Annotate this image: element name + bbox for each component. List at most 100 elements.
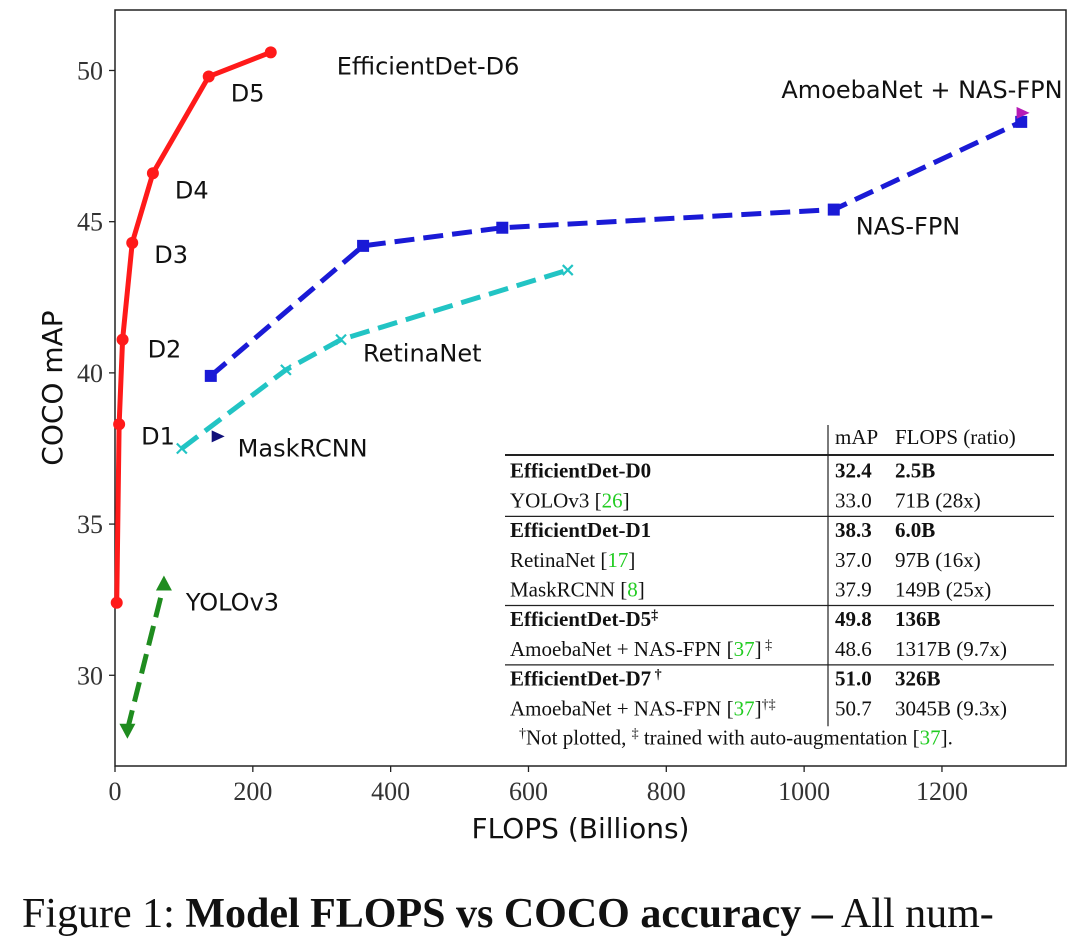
data-point	[126, 236, 139, 249]
caption-suffix: All num-	[832, 891, 994, 937]
table-row-flops: 136B	[895, 607, 941, 631]
table-ref: 37	[734, 696, 755, 720]
table-row-map: 38.3	[835, 518, 872, 542]
marker-maskrcnn	[211, 430, 225, 443]
table-row-map: 49.8	[835, 607, 872, 631]
footnote-text: trained with auto-augmentation [	[639, 725, 920, 749]
footnote-text: ].	[941, 725, 953, 749]
table-model-sup: ‡	[651, 608, 658, 623]
table-ref-close: ]	[755, 696, 762, 720]
y-axis-label: COCO mAP	[36, 310, 69, 465]
x-tick-label: 600	[509, 777, 548, 806]
point-label: D4	[175, 176, 209, 204]
table-row-flops: 2.5B	[895, 459, 935, 483]
footnote-ref: 37	[920, 725, 941, 749]
table-row-model: EfficientDet-D1	[510, 518, 651, 542]
point-label: D5	[231, 80, 265, 108]
table-ref: 8	[627, 578, 638, 602]
table-ref: 17	[607, 548, 628, 572]
y-tick-label: 50	[77, 56, 103, 85]
chart: 0 200 400 600 800 1000 1200 30 35 40 45 50 FLOPS (Bi…	[36, 9, 1067, 845]
table-model-name: EfficientDet-D5	[510, 607, 651, 631]
data-point	[116, 333, 129, 346]
marker-amoebanet-nas-fpn	[1016, 106, 1030, 119]
table-ref-sup: †‡	[762, 697, 776, 712]
table-ref-close: ]	[623, 488, 630, 512]
caption-title: Model FLOPS vs COCO accuracy –	[185, 891, 833, 937]
marker-label-amoebanet: AmoebaNet + NAS-FPN	[781, 76, 1062, 104]
y-tick-label: 30	[77, 661, 103, 690]
table-row-map: 37.0	[835, 548, 872, 572]
table-model-name: YOLOv3 [	[510, 488, 602, 512]
table-row-model: AmoebaNet + NAS-FPN [37] ‡	[510, 637, 772, 661]
results-table: mAP FLOPS (ratio) EfficientDet-D0 32.4 2.5B Y…	[505, 425, 1054, 749]
table-row-model: RetinaNet [17]	[510, 548, 635, 572]
table-model-name: EfficientDet-D1	[510, 518, 651, 542]
table-model-name: AmoebaNet + NAS-FPN [	[510, 696, 734, 720]
table-row-flops: 1317B (9.7x)	[895, 637, 1007, 661]
table-model-name: MaskRCNN [	[510, 578, 627, 602]
x-tick-label: 1000	[778, 777, 830, 806]
table-row-flops: 6.0B	[895, 518, 935, 542]
table-row-flops: 149B (25x)	[895, 578, 991, 602]
data-point	[110, 596, 123, 609]
table-row-flops: 97B (16x)	[895, 548, 981, 572]
series-line-efficientdet	[114, 50, 272, 603]
table-row-model: YOLOv3 [26]	[510, 488, 630, 512]
table-row-model: EfficientDet-D0	[510, 459, 651, 483]
data-point	[827, 203, 840, 216]
table-ref-close: ]	[628, 548, 635, 572]
table-row-map: 37.9	[835, 578, 872, 602]
series-label-yolov3: YOLOv3	[185, 589, 279, 617]
table-row-map: 32.4	[835, 459, 872, 483]
series-line-retinanet	[180, 267, 569, 451]
data-point	[561, 264, 574, 276]
x-tick-label: 0	[109, 777, 122, 806]
table-model-name: AmoebaNet + NAS-FPN [	[510, 637, 734, 661]
table-ref: 26	[602, 488, 623, 512]
point-label: D3	[154, 241, 188, 269]
table-row-model: MaskRCNN [8]	[510, 578, 645, 602]
table-model-sup: †	[651, 667, 662, 682]
table-model-name: EfficientDet-D0	[510, 459, 651, 483]
data-point	[176, 442, 188, 455]
table-row-model: EfficientDet-D7 †	[510, 667, 662, 691]
table-ref-sup: ‡	[762, 637, 773, 652]
data-point	[204, 369, 217, 382]
footnote-dagger: †	[519, 726, 526, 741]
table-row-map: 33.0	[835, 488, 872, 512]
data-point	[357, 239, 370, 252]
footnote-text: Not plotted,	[526, 725, 632, 749]
x-tick-label: 800	[647, 777, 686, 806]
point-label: D1	[141, 422, 175, 450]
series-label-efficientdet: EfficientDet-D6	[337, 52, 520, 80]
x-tick-label: 400	[371, 777, 410, 806]
data-point	[264, 46, 277, 59]
marker-label-maskrcnn: MaskRCNN	[238, 434, 368, 462]
table-ref: 37	[734, 637, 755, 661]
table-ref-close: ]	[755, 637, 762, 661]
table-row-map: 48.6	[835, 637, 872, 661]
data-point	[202, 70, 215, 83]
data-point	[335, 333, 347, 346]
data-point	[146, 167, 159, 180]
data-point	[113, 418, 126, 431]
table-model-name: RetinaNet [	[510, 548, 607, 572]
y-tick-label: 45	[77, 208, 103, 237]
table-row-flops: 326B	[895, 667, 941, 691]
data-point	[155, 575, 172, 591]
table-row-model: EfficientDet-D5‡	[510, 607, 658, 631]
caption-prefix: Figure 1:	[22, 891, 186, 937]
series-line-nas-fpn	[209, 119, 1023, 378]
data-point	[1015, 115, 1028, 128]
data-point	[119, 723, 136, 739]
figure-caption: Figure 1: Model FLOPS vs COCO accuracy –…	[22, 888, 1072, 940]
table-model-name: EfficientDet-D7	[510, 667, 651, 691]
table-footnote: †Not plotted, ‡ trained with auto-augmen…	[519, 725, 953, 749]
table-row-map: 51.0	[835, 667, 872, 691]
point-label: D2	[148, 336, 182, 364]
x-tick-label: 200	[233, 777, 272, 806]
table-header-map: mAP	[835, 425, 878, 449]
data-point	[496, 221, 509, 234]
footnote-ddagger: ‡	[632, 726, 639, 741]
